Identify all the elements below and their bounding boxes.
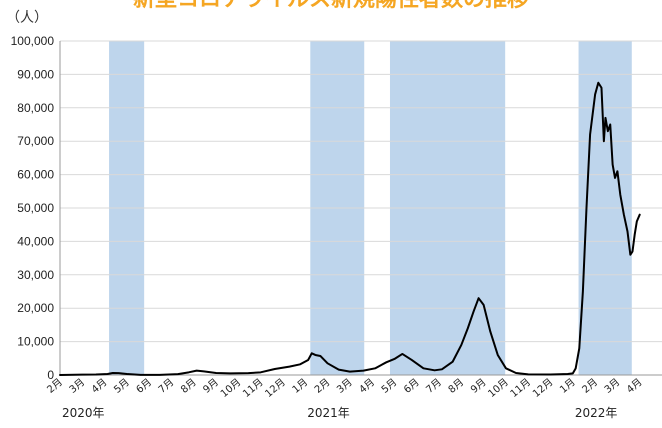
x-tick-label: 7月 bbox=[156, 376, 176, 396]
year-label: 2020年 bbox=[62, 406, 105, 420]
chart-title: 新型コロナウイルス新規陽性者数の推移 bbox=[133, 0, 529, 12]
y-tick-label: 0 bbox=[47, 368, 54, 382]
x-tick-label: 8月 bbox=[446, 376, 466, 396]
year-labels: 2020年 2021年 2022年 bbox=[62, 406, 617, 420]
y-tick-label: 20,000 bbox=[17, 301, 54, 315]
year-label: 2021年 bbox=[307, 406, 350, 420]
x-tick-label: 5月 bbox=[379, 376, 399, 396]
x-tick-label: 4月 bbox=[624, 376, 644, 396]
x-tick-label: 11月 bbox=[240, 376, 265, 400]
x-tick-label: 12月 bbox=[530, 376, 555, 400]
y-tick-label: 30,000 bbox=[17, 268, 54, 282]
y-tick-label: 70,000 bbox=[17, 134, 54, 148]
x-tick-label: 10月 bbox=[486, 376, 511, 400]
x-tick-label: 6月 bbox=[401, 376, 421, 396]
y-tick-label: 80,000 bbox=[17, 101, 54, 115]
y-axis-ticks: 0 10,000 20,000 30,000 40,000 50,000 60,000 70,… bbox=[11, 34, 55, 382]
series-line bbox=[59, 81, 641, 376]
y-tick-label: 10,000 bbox=[17, 335, 54, 349]
x-tick-label: 4月 bbox=[357, 376, 377, 396]
x-tick-label: 9月 bbox=[201, 376, 221, 396]
x-tick-label: 1月 bbox=[290, 376, 310, 396]
x-tick-label: 9月 bbox=[468, 376, 488, 396]
series-layer bbox=[59, 81, 641, 376]
x-tick-label: 3月 bbox=[335, 376, 355, 396]
y-tick-label: 90,000 bbox=[17, 67, 54, 81]
x-tick-label: 2月 bbox=[312, 376, 332, 396]
y-axis-unit: （人） bbox=[6, 10, 48, 26]
x-tick-label: 3月 bbox=[67, 376, 87, 396]
x-tick-label: 10月 bbox=[218, 376, 243, 400]
x-tick-label: 6月 bbox=[134, 376, 154, 396]
x-tick-label: 5月 bbox=[112, 376, 132, 396]
y-tick-label: 60,000 bbox=[17, 168, 54, 182]
year-label: 2022年 bbox=[575, 406, 618, 420]
y-tick-label: 100,000 bbox=[11, 34, 55, 48]
x-tick-label: 4月 bbox=[89, 376, 109, 396]
x-tick-label: 1月 bbox=[557, 376, 577, 396]
x-tick-label: 7月 bbox=[424, 376, 444, 396]
y-tick-label: 40,000 bbox=[17, 234, 54, 248]
x-tick-label: 8月 bbox=[178, 376, 198, 396]
x-tick-label: 12月 bbox=[263, 376, 288, 400]
x-tick-label: 2月 bbox=[580, 376, 600, 396]
x-tick-label: 11月 bbox=[508, 376, 533, 400]
y-tick-label: 50,000 bbox=[17, 201, 54, 215]
x-tick-label: 3月 bbox=[602, 376, 622, 396]
